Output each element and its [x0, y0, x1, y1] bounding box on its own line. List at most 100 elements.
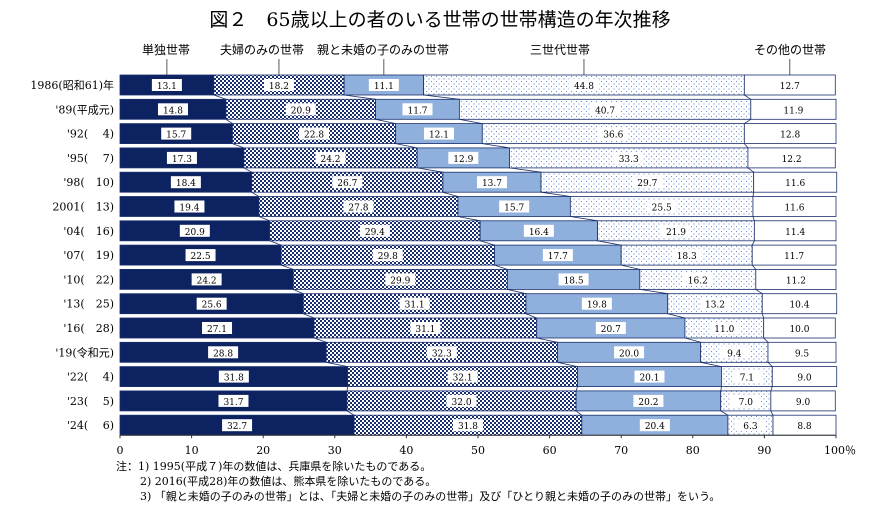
value-label: 22.8 — [304, 131, 324, 141]
value-label-bg — [410, 322, 441, 334]
value-label-bg — [789, 370, 820, 383]
connector-line — [232, 143, 245, 149]
value-label: 20.2 — [638, 398, 658, 408]
value-label-bg — [558, 273, 589, 286]
value-label: 15.7 — [504, 204, 524, 214]
connector-line — [575, 386, 578, 392]
value-label: 29.4 — [365, 228, 385, 238]
legend-label: 親と未婚の子のみの世帯 — [317, 43, 449, 57]
value-label-bg — [542, 249, 573, 262]
value-label: 24.2 — [320, 155, 340, 165]
value-label: 36.6 — [603, 131, 623, 141]
value-label-bg — [196, 297, 227, 310]
value-label-bg — [784, 322, 815, 334]
category-label: '23( 5) — [67, 395, 114, 408]
value-label: 20.0 — [619, 349, 639, 359]
x-tick-label: 40 — [399, 444, 413, 457]
value-label-bg — [222, 419, 253, 432]
connector-line — [557, 361, 578, 367]
value-label-bg — [523, 224, 554, 237]
x-tick-label: 70 — [614, 444, 628, 457]
value-label: 27.8 — [348, 204, 368, 214]
value-label: 32.1 — [453, 374, 473, 384]
value-label: 32.0 — [452, 398, 472, 408]
value-label-bg — [789, 419, 820, 432]
value-label-bg — [598, 127, 629, 140]
value-label: 31.7 — [223, 398, 243, 408]
value-label-bg — [452, 419, 483, 432]
value-label-bg — [731, 370, 762, 383]
connector-line — [684, 337, 701, 343]
value-label-bg — [735, 419, 766, 432]
connector-line — [346, 410, 355, 416]
value-label-bg — [646, 200, 677, 213]
value-label: 22.5 — [191, 252, 211, 262]
connector-line — [761, 313, 765, 319]
value-label-bg — [634, 370, 665, 383]
value-label: 11.7 — [784, 252, 804, 262]
connector-line — [303, 313, 315, 319]
value-label-bg — [730, 394, 761, 407]
connector-line — [767, 362, 773, 367]
x-tick-label: 10 — [185, 444, 199, 457]
value-label: 13.7 — [482, 179, 502, 189]
value-label: 16.4 — [529, 228, 549, 238]
value-label-bg — [476, 176, 507, 189]
connector-line — [720, 410, 729, 416]
value-label: 12.7 — [780, 82, 800, 92]
value-label: 7.1 — [740, 374, 754, 384]
value-label: 7.0 — [739, 398, 754, 408]
value-label: 20.1 — [639, 374, 659, 384]
value-label: 14.8 — [163, 106, 183, 116]
value-label: 20.4 — [645, 422, 665, 432]
value-label-bg — [179, 224, 210, 237]
category-label: '19(令和元) — [55, 345, 114, 359]
category-label: '16( 28) — [63, 322, 114, 335]
x-tick-label: 50 — [471, 444, 485, 457]
value-label-bg — [448, 151, 479, 164]
connector-line — [752, 216, 755, 221]
legend-label: 三世代世帯 — [530, 43, 590, 57]
value-label-bg — [446, 394, 477, 407]
value-label: 10.4 — [789, 301, 809, 311]
value-label: 32.7 — [227, 422, 247, 432]
x-tick-label: 60 — [543, 444, 557, 457]
value-label: 15.7 — [166, 131, 186, 141]
value-label: 31.8 — [458, 422, 478, 432]
connector-line — [747, 167, 754, 173]
value-label: 19.4 — [179, 204, 199, 214]
value-label-bg — [399, 297, 430, 310]
chart-title: 図２ 65歳以上の者のいる世帯の世帯構造の年次推移 — [209, 9, 670, 31]
x-tick-label: 100％ — [824, 444, 856, 457]
value-label-bg — [780, 273, 811, 286]
connector-line — [326, 361, 348, 367]
value-label-bg — [299, 127, 330, 140]
value-label-bg — [499, 200, 530, 213]
value-label-bg — [709, 322, 740, 334]
connector-line — [459, 118, 483, 124]
value-label: 11.1 — [374, 82, 394, 92]
value-label: 13.1 — [157, 82, 177, 92]
value-label: 9.0 — [796, 398, 811, 408]
connector-line — [442, 191, 459, 197]
connector-line — [536, 337, 558, 343]
value-label-bg — [568, 79, 599, 91]
value-label: 40.7 — [595, 106, 615, 116]
value-label-bg — [447, 370, 478, 383]
connector-line — [575, 410, 583, 416]
value-label-bg — [779, 249, 810, 262]
value-label: 29.8 — [378, 252, 398, 262]
x-tick-label: 20 — [256, 444, 270, 457]
connector-line — [280, 264, 294, 270]
category-label: 2001( 13) — [52, 201, 114, 214]
value-label-bg — [699, 297, 730, 310]
value-label-bg — [639, 419, 670, 432]
value-label: 11.4 — [785, 228, 805, 238]
connector-line — [243, 167, 252, 173]
value-label: 24.2 — [197, 276, 217, 286]
value-label: 17.7 — [548, 252, 568, 262]
value-label-bg — [218, 370, 249, 383]
value-label-bg — [780, 224, 811, 237]
value-label: 26.7 — [337, 179, 357, 189]
connector-line — [667, 313, 686, 319]
